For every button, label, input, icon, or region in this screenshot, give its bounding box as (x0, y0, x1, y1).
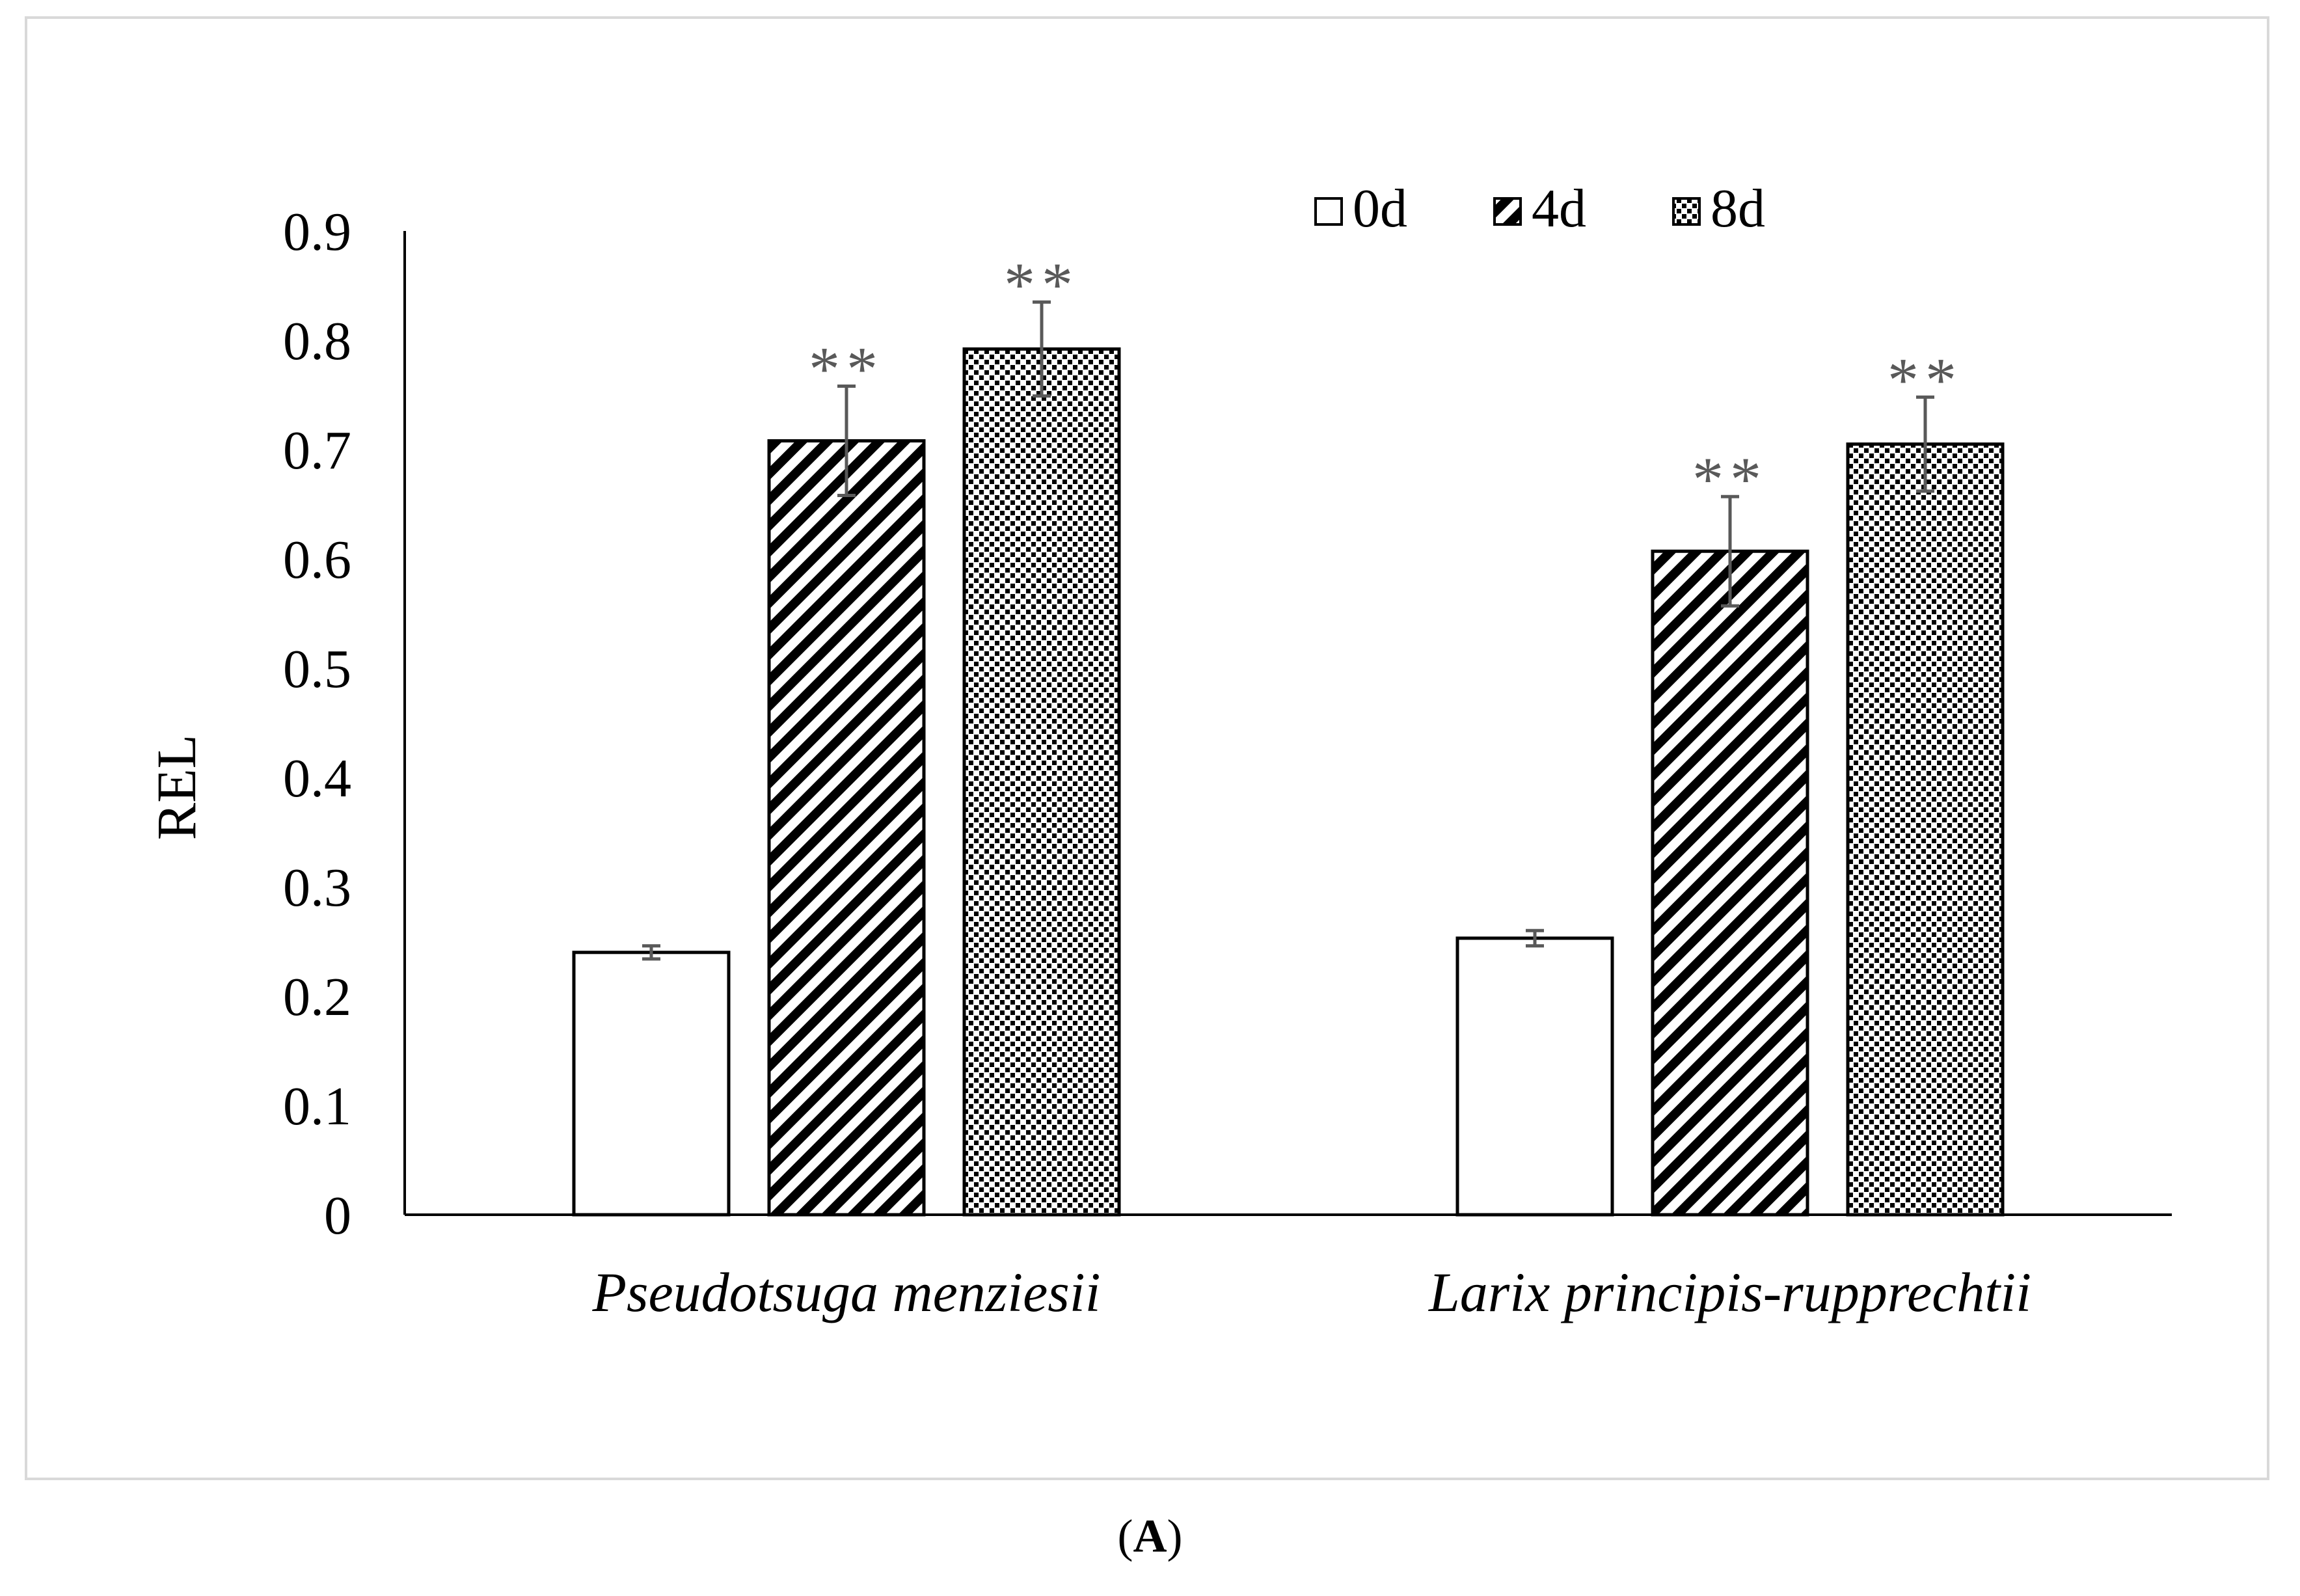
y-tick-label: 0 (324, 1185, 351, 1246)
bar-4d (767, 439, 926, 1217)
y-tick-label: 0.3 (283, 858, 351, 918)
bar-8d (962, 347, 1121, 1217)
legend-label: 0d (1353, 178, 1407, 239)
significance-marker: ** (1692, 444, 1768, 514)
legend-label: 4d (1532, 178, 1586, 239)
y-tick-label: 0.5 (283, 639, 351, 699)
y-axis: 0 0.1 0.2 0.3 0.4 0.5 0.6 0.7 0.8 0.9 (283, 202, 406, 1246)
y-tick-label: 0.6 (283, 530, 351, 590)
bars: ** ** ** ** (572, 250, 2005, 1217)
legend: 0d 4d 8d (1314, 178, 1765, 239)
legend-swatch-8d (1672, 197, 1701, 226)
panel-label: (A) (0, 1509, 2300, 1563)
legend-swatch-4d (1493, 197, 1522, 226)
bar-0d (572, 951, 731, 1217)
significance-marker: ** (809, 334, 884, 404)
y-tick-label: 0.2 (283, 967, 351, 1027)
legend-swatch-0d (1314, 197, 1343, 226)
bar-0d (1455, 936, 1614, 1217)
significance-marker: ** (1887, 345, 1963, 414)
x-category-label: Pseudotsuga menziesii (591, 1261, 1100, 1323)
y-tick-label: 0.9 (283, 202, 351, 262)
x-category-label: Larix principis-rupprechtii (1427, 1261, 2031, 1323)
y-tick-label: 0.4 (283, 748, 351, 809)
bar-4d (1651, 549, 1809, 1217)
panel-close-paren: ) (1167, 1510, 1183, 1562)
legend-label: 8d (1711, 178, 1765, 239)
panel-open-paren: ( (1117, 1510, 1133, 1562)
panel-letter: A (1133, 1510, 1167, 1562)
bar-chart: 0 0.1 0.2 0.3 0.4 0.5 0.6 0.7 0.8 0.9 ** ** ** ** Ps… (145, 178, 2172, 1323)
y-tick-label: 0.7 (283, 420, 351, 481)
significance-marker: ** (1004, 250, 1079, 319)
bar-8d (1846, 442, 2005, 1217)
y-tick-label: 0.8 (283, 311, 351, 372)
y-tick-label: 0.1 (283, 1076, 351, 1137)
chart-frame (25, 16, 2269, 1480)
y-axis-title: REL (145, 735, 208, 840)
x-axis: Pseudotsuga menziesii Larix principis-rup… (405, 1213, 2172, 1323)
